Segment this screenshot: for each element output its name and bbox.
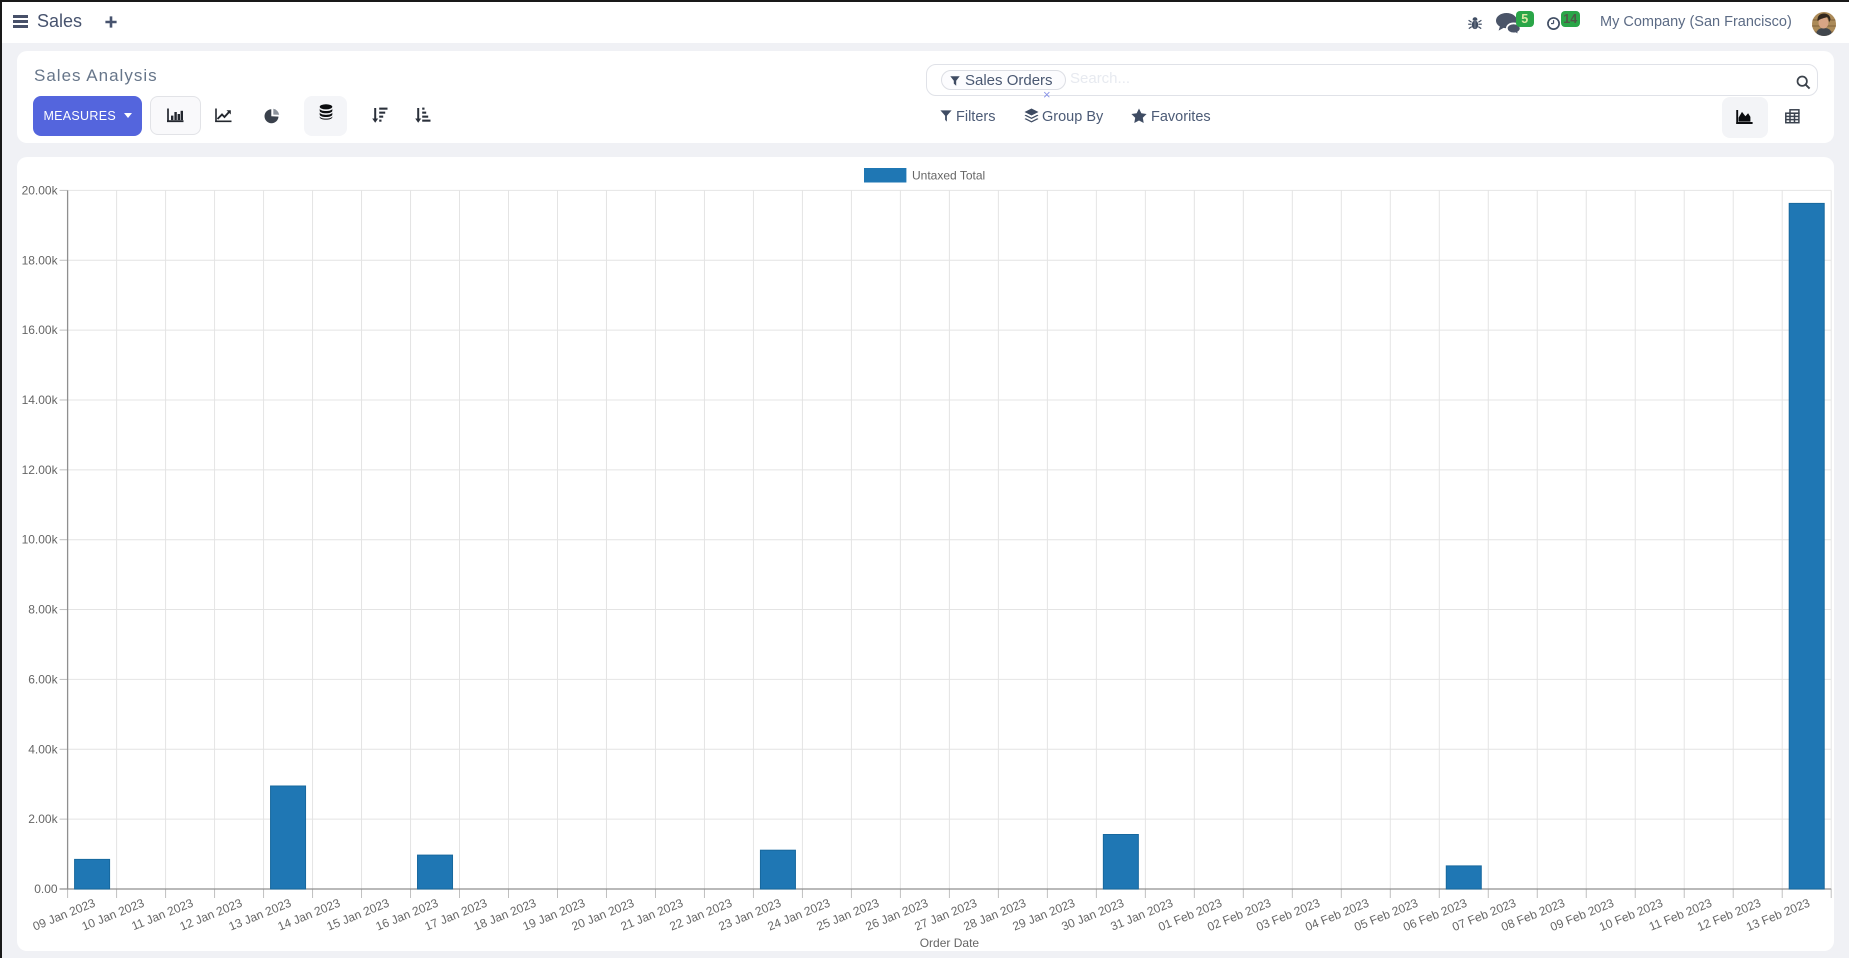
svg-text:8.00k: 8.00k	[28, 603, 58, 617]
svg-text:18.00k: 18.00k	[22, 253, 59, 267]
svg-text:6.00k: 6.00k	[28, 672, 58, 686]
svg-text:16.00k: 16.00k	[22, 323, 59, 337]
svg-text:14.00k: 14.00k	[22, 393, 59, 407]
svg-text:20.00k: 20.00k	[22, 183, 59, 197]
svg-text:4.00k: 4.00k	[28, 742, 58, 756]
svg-text:0.00: 0.00	[34, 882, 58, 896]
svg-text:10.00k: 10.00k	[22, 533, 59, 547]
svg-text:12.00k: 12.00k	[22, 463, 59, 477]
svg-text:Order Date: Order Date	[920, 936, 980, 950]
svg-text:Untaxed Total: Untaxed Total	[912, 169, 985, 183]
svg-text:2.00k: 2.00k	[28, 812, 58, 826]
